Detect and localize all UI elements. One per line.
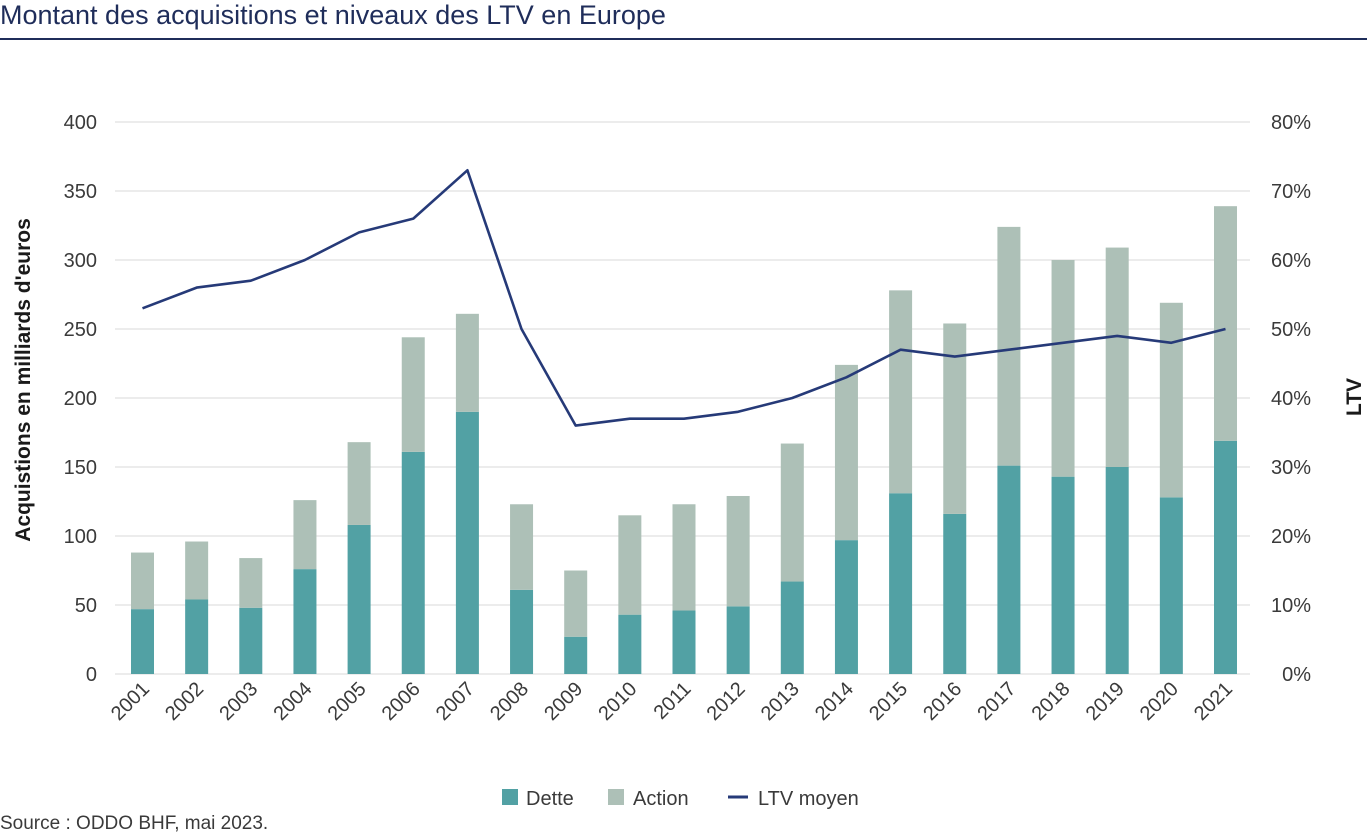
y-axis-right-title: LTV xyxy=(1343,378,1366,416)
x-tick: 2007 xyxy=(432,678,479,725)
bar-action xyxy=(889,290,913,494)
x-tick: 2021 xyxy=(1190,678,1237,725)
y-tick-left: 400 xyxy=(64,112,97,134)
x-tick: 2010 xyxy=(594,678,641,725)
bar-action xyxy=(1214,206,1237,441)
y-tick-right: 10% xyxy=(1271,595,1311,617)
bar-action xyxy=(997,226,1021,466)
bar-action xyxy=(510,504,534,590)
x-tick: 2015 xyxy=(865,678,912,725)
x-tick: 2018 xyxy=(1028,678,1075,725)
bar-action xyxy=(834,364,858,541)
x-tick: 2002 xyxy=(161,678,208,725)
y-tick-left: 50 xyxy=(75,595,97,617)
y-tick-left: 0 xyxy=(86,664,97,686)
bar-dette xyxy=(401,451,425,674)
bar-dette xyxy=(618,614,642,674)
legend-label-action: Action xyxy=(633,788,689,810)
bar-action xyxy=(564,570,588,637)
bar-action xyxy=(131,552,154,610)
y-tick-left: 100 xyxy=(64,526,97,548)
bar-action xyxy=(618,515,642,615)
x-tick: 2005 xyxy=(324,678,371,725)
y-tick-right: 80% xyxy=(1271,112,1311,134)
y-tick-right: 60% xyxy=(1271,250,1311,272)
y-tick-right: 70% xyxy=(1271,181,1311,203)
bar-dette xyxy=(1159,497,1183,674)
ltv-line xyxy=(142,169,1226,427)
x-tick: 2004 xyxy=(269,678,316,725)
bar-action xyxy=(1159,302,1183,498)
bar-dette xyxy=(1051,476,1075,674)
y-tick-left: 250 xyxy=(64,319,97,341)
x-tick: 2001 xyxy=(107,678,154,725)
bar-dette xyxy=(997,465,1021,674)
ltv-line-group xyxy=(142,169,1226,427)
y-tick-left: 300 xyxy=(64,250,97,272)
y-tick-right: 20% xyxy=(1271,526,1311,548)
bar-action xyxy=(672,504,696,611)
x-tick: 2008 xyxy=(486,678,533,725)
y-axis-right-ticks: 0% 10% 20% 30% 40% 50% 60% 70% 80% xyxy=(1271,112,1311,686)
x-tick: 2014 xyxy=(811,678,858,725)
x-tick: 2006 xyxy=(378,678,425,725)
legend: Dette Action LTV moyen xyxy=(502,788,859,810)
y-axis-left-ticks: 0 50 100 150 200 250 300 350 400 xyxy=(64,112,97,686)
bar-dette xyxy=(834,540,858,674)
y-tick-left: 150 xyxy=(64,457,97,479)
legend-label-ltv: LTV moyen xyxy=(758,788,859,810)
bar-dette xyxy=(347,524,371,674)
x-tick: 2020 xyxy=(1136,678,1183,725)
y-tick-right: 30% xyxy=(1271,457,1311,479)
bar-action xyxy=(1051,260,1075,477)
bar-dette xyxy=(672,610,696,674)
y-axis-left-title: Acquistions en milliards d'euros xyxy=(12,218,35,542)
bar-dette xyxy=(1105,467,1129,674)
x-axis-ticks: 2001 2002 2003 2004 2005 2006 2007 2008 2009 2010… xyxy=(107,678,1237,725)
bar-dette xyxy=(131,609,154,674)
x-tick: 2009 xyxy=(540,678,587,725)
bar-dette xyxy=(510,589,534,674)
bar-action xyxy=(347,442,371,525)
y-tick-left: 200 xyxy=(64,388,97,410)
bar-action xyxy=(455,313,479,412)
bar-dette xyxy=(726,606,750,674)
bar-action xyxy=(185,541,209,600)
bar-action xyxy=(726,495,750,607)
y-tick-left: 350 xyxy=(64,181,97,203)
bar-dette xyxy=(1214,440,1237,674)
bar-dette xyxy=(185,599,209,674)
bar-dette xyxy=(455,411,479,674)
x-tick: 2016 xyxy=(919,678,966,725)
legend-swatch-dette xyxy=(502,789,518,805)
chart-title: Montant des acquisitions et niveaux des … xyxy=(0,0,666,30)
bar-dette xyxy=(293,569,317,674)
x-tick: 2003 xyxy=(215,678,262,725)
x-tick: 2012 xyxy=(703,678,750,725)
bar-action xyxy=(1105,247,1129,467)
legend-label-dette: Dette xyxy=(526,788,574,810)
y-tick-right: 0% xyxy=(1282,664,1311,686)
x-tick: 2011 xyxy=(650,678,696,724)
bar-dette xyxy=(943,513,967,674)
bar-dette xyxy=(239,607,263,674)
bar-dette xyxy=(780,581,804,674)
bar-action xyxy=(401,337,425,452)
y-tick-right: 40% xyxy=(1271,388,1311,410)
source-note: Source : ODDO BHF, mai 2023. xyxy=(0,813,269,834)
legend-swatch-action xyxy=(608,789,624,805)
bars xyxy=(131,206,1237,674)
x-tick: 2019 xyxy=(1082,678,1129,725)
title-underline xyxy=(0,38,1367,40)
bar-dette xyxy=(564,636,588,674)
y-tick-right: 50% xyxy=(1271,319,1311,341)
bar-action xyxy=(943,323,967,514)
x-tick: 2017 xyxy=(973,678,1020,725)
bar-action xyxy=(780,443,804,582)
bar-action xyxy=(293,500,317,570)
x-tick: 2013 xyxy=(757,678,804,725)
bar-action xyxy=(239,558,263,608)
bar-dette xyxy=(889,493,913,674)
